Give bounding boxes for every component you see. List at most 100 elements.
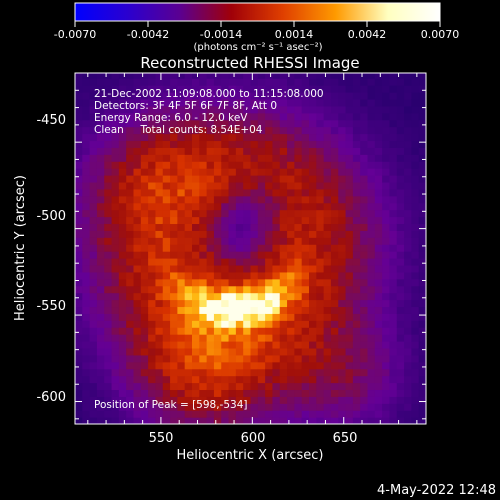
heatmap-cell <box>374 361 383 370</box>
heatmap-cell <box>221 271 230 280</box>
heatmap-cell <box>287 175 295 183</box>
heatmap-cell <box>96 140 105 148</box>
heatmap-cell <box>221 168 230 176</box>
heatmap-cell <box>133 181 142 190</box>
heatmap-cell <box>148 147 157 155</box>
heatmap-cell <box>118 78 127 86</box>
heatmap-cell <box>184 237 193 245</box>
heatmap-cell <box>257 306 266 314</box>
heatmap-cell <box>389 403 398 411</box>
heatmap-cell <box>155 368 164 377</box>
heatmap-cell <box>404 396 412 404</box>
heatmap-cell <box>96 285 105 294</box>
heatmap-cell <box>265 161 274 169</box>
heatmap-cell <box>82 195 91 204</box>
heatmap-cell <box>352 237 361 245</box>
heatmap-cell <box>96 223 105 231</box>
heatmap-cell <box>155 258 164 266</box>
heatmap-cell <box>272 195 281 204</box>
heatmap-cell <box>118 181 127 190</box>
heatmap-cell <box>213 251 222 259</box>
heatmap-cell <box>133 368 142 377</box>
heatmap-cell <box>404 417 412 424</box>
heatmap-cell <box>360 292 369 301</box>
heatmap-cell <box>323 299 332 308</box>
heatmap-cell <box>82 147 91 155</box>
heatmap-cell <box>294 292 303 301</box>
heatmap-cell <box>228 216 237 225</box>
heatmap-cell <box>177 341 186 349</box>
heatmap-cell <box>287 299 295 308</box>
heatmap-cell <box>316 168 325 176</box>
heatmap-cell <box>75 188 83 197</box>
heatmap-cell <box>309 389 317 397</box>
heatmap-cell <box>170 119 178 128</box>
heatmap-cell <box>155 396 164 404</box>
heatmap-cell <box>279 313 288 321</box>
heatmap-cell <box>75 181 83 190</box>
heatmap-cell <box>184 368 193 377</box>
heatmap-cell <box>250 223 259 231</box>
heatmap-cell <box>411 161 420 169</box>
heatmap-cell <box>374 244 383 252</box>
heatmap-cell <box>338 313 347 321</box>
heatmap-cell <box>140 313 149 321</box>
heatmap-cell <box>316 251 325 259</box>
heatmap-cell <box>126 361 135 370</box>
heatmap-cell <box>228 147 237 155</box>
heatmap-cell <box>162 181 171 190</box>
heatmap-cell <box>250 154 259 162</box>
heatmap-cell <box>184 313 193 321</box>
heatmap-cell <box>170 92 178 100</box>
heatmap-cell <box>199 361 208 370</box>
heatmap-cell <box>89 244 98 252</box>
heatmap-cell <box>235 154 244 162</box>
heatmap-cell <box>177 223 186 231</box>
heatmap-cell <box>279 341 288 349</box>
heatmap-cell <box>82 161 91 169</box>
heatmap-cell <box>213 181 222 190</box>
heatmap-cell <box>352 361 361 370</box>
heatmap-cell <box>250 73 259 79</box>
heatmap-cell <box>104 264 113 273</box>
heatmap-cell <box>228 209 237 218</box>
heatmap-cell <box>309 271 317 280</box>
heatmap-cell <box>228 292 237 301</box>
heatmap-cell <box>228 334 237 342</box>
heatmap-cell <box>82 126 91 135</box>
heatmap-cell <box>133 410 142 418</box>
heatmap-cell <box>301 327 310 335</box>
heatmap-cell <box>330 133 339 142</box>
heatmap-cell <box>418 264 426 273</box>
heatmap-cell <box>330 313 339 321</box>
heatmap-cell <box>301 382 310 391</box>
heatmap-cell <box>309 230 317 238</box>
heatmap-cell <box>265 112 274 121</box>
heatmap-cell <box>389 85 398 93</box>
heatmap-cell <box>206 230 215 238</box>
heatmap-cell <box>265 98 274 107</box>
heatmap-cell <box>382 251 391 259</box>
heatmap-cell <box>250 147 259 155</box>
heatmap-cell <box>411 264 420 273</box>
heatmap-cell <box>418 209 426 218</box>
heatmap-cell <box>418 112 426 121</box>
heatmap-cell <box>111 368 120 377</box>
heatmap-cell <box>279 375 288 384</box>
heatmap-cell <box>235 403 244 411</box>
heatmap-cell <box>257 140 266 148</box>
heatmap-cell <box>279 327 288 335</box>
heatmap-cell <box>382 264 391 273</box>
heatmap-cell <box>301 251 310 259</box>
heatmap-cell <box>192 119 200 128</box>
heatmap-cell <box>206 181 215 190</box>
heatmap-cell <box>294 133 303 142</box>
heatmap-cell <box>418 251 426 259</box>
heatmap-cell <box>104 354 113 363</box>
heatmap-cell <box>309 223 317 231</box>
heatmap-cell <box>418 119 426 128</box>
heatmap-cell <box>404 85 412 93</box>
heatmap-cell <box>75 98 83 107</box>
heatmap-cell <box>301 133 310 142</box>
heatmap-cell <box>162 313 171 321</box>
